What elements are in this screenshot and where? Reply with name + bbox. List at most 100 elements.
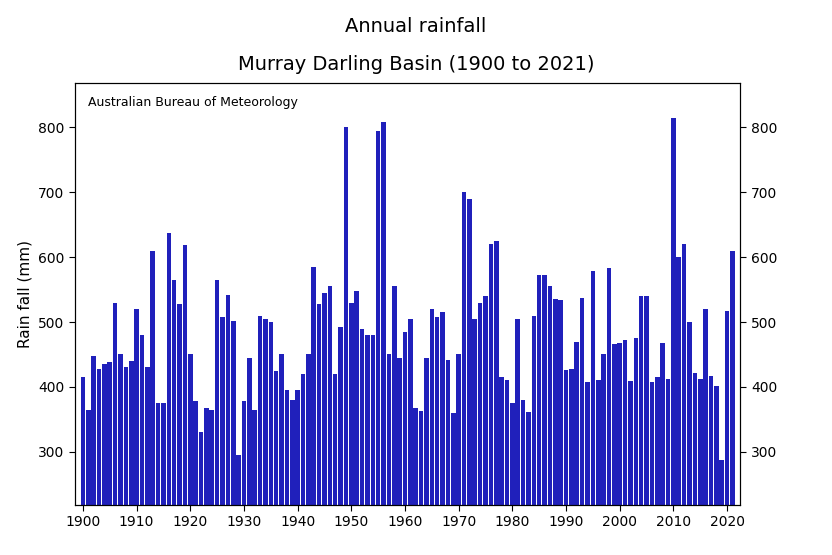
Bar <box>129 361 133 555</box>
Bar <box>553 299 557 555</box>
Bar <box>703 309 708 555</box>
Bar <box>687 322 691 555</box>
Bar <box>478 302 483 555</box>
Bar <box>215 280 220 555</box>
Bar <box>339 326 343 555</box>
Bar <box>290 400 295 555</box>
Bar <box>440 312 445 555</box>
Bar <box>435 317 439 555</box>
Bar <box>333 374 338 555</box>
Bar <box>650 382 654 555</box>
Text: Murray Darling Basin (1900 to 2021): Murray Darling Basin (1900 to 2021) <box>238 56 594 74</box>
Bar <box>156 403 161 555</box>
Bar <box>623 340 627 555</box>
Bar <box>220 317 225 555</box>
Bar <box>558 300 563 555</box>
Bar <box>140 335 144 555</box>
Bar <box>225 295 230 555</box>
Bar <box>177 304 182 555</box>
Bar <box>97 369 102 555</box>
Bar <box>537 275 542 555</box>
Bar <box>370 335 375 555</box>
Bar <box>682 244 686 555</box>
Bar <box>446 360 450 555</box>
Bar <box>365 335 369 555</box>
Bar <box>311 267 316 555</box>
Bar <box>730 251 735 555</box>
Bar <box>344 128 349 555</box>
Bar <box>359 329 364 555</box>
Bar <box>698 379 702 555</box>
Bar <box>451 413 456 555</box>
Bar <box>602 355 606 555</box>
Bar <box>269 322 273 555</box>
Bar <box>542 275 547 555</box>
Bar <box>188 355 192 555</box>
Bar <box>510 403 515 555</box>
Bar <box>113 302 117 555</box>
Bar <box>403 332 408 555</box>
Bar <box>661 343 665 555</box>
Bar <box>569 369 574 555</box>
Bar <box>322 293 327 555</box>
Bar <box>429 309 434 555</box>
Bar <box>516 319 520 555</box>
Bar <box>462 192 466 555</box>
Bar <box>532 316 536 555</box>
Y-axis label: Rain fall (mm): Rain fall (mm) <box>17 240 32 348</box>
Bar <box>118 355 123 555</box>
Bar <box>172 280 176 555</box>
Bar <box>81 377 85 555</box>
Bar <box>354 291 359 555</box>
Bar <box>124 367 128 555</box>
Bar <box>387 355 391 555</box>
Bar <box>204 408 209 555</box>
Bar <box>285 390 290 555</box>
Bar <box>467 199 472 555</box>
Bar <box>596 381 601 555</box>
Bar <box>580 298 584 555</box>
Bar <box>574 341 579 555</box>
Bar <box>151 251 155 555</box>
Bar <box>488 244 493 555</box>
Bar <box>457 355 461 555</box>
Bar <box>655 377 660 555</box>
Bar <box>193 401 198 555</box>
Bar <box>252 410 257 555</box>
Bar <box>376 130 380 555</box>
Bar <box>628 381 632 555</box>
Bar <box>280 355 284 555</box>
Bar <box>317 304 321 555</box>
Bar <box>671 118 676 555</box>
Bar <box>494 241 498 555</box>
Bar <box>414 408 418 555</box>
Bar <box>199 432 203 555</box>
Bar <box>183 245 187 555</box>
Bar <box>241 401 246 555</box>
Bar <box>612 344 617 555</box>
Bar <box>102 364 106 555</box>
Bar <box>247 358 251 555</box>
Bar <box>210 410 214 555</box>
Bar <box>86 410 91 555</box>
Bar <box>473 319 477 555</box>
Bar <box>398 359 402 555</box>
Bar <box>263 319 268 555</box>
Bar <box>92 356 96 555</box>
Bar <box>408 319 413 555</box>
Bar <box>607 268 612 555</box>
Bar <box>274 371 279 555</box>
Bar <box>720 460 724 555</box>
Bar <box>692 374 697 555</box>
Bar <box>709 376 713 555</box>
Text: Annual rainfall: Annual rainfall <box>345 17 487 36</box>
Bar <box>505 381 509 555</box>
Bar <box>483 296 488 555</box>
Bar <box>424 358 428 555</box>
Bar <box>166 233 171 555</box>
Bar <box>231 321 235 555</box>
Bar <box>134 309 139 555</box>
Bar <box>306 355 310 555</box>
Bar <box>676 257 681 555</box>
Bar <box>639 296 643 555</box>
